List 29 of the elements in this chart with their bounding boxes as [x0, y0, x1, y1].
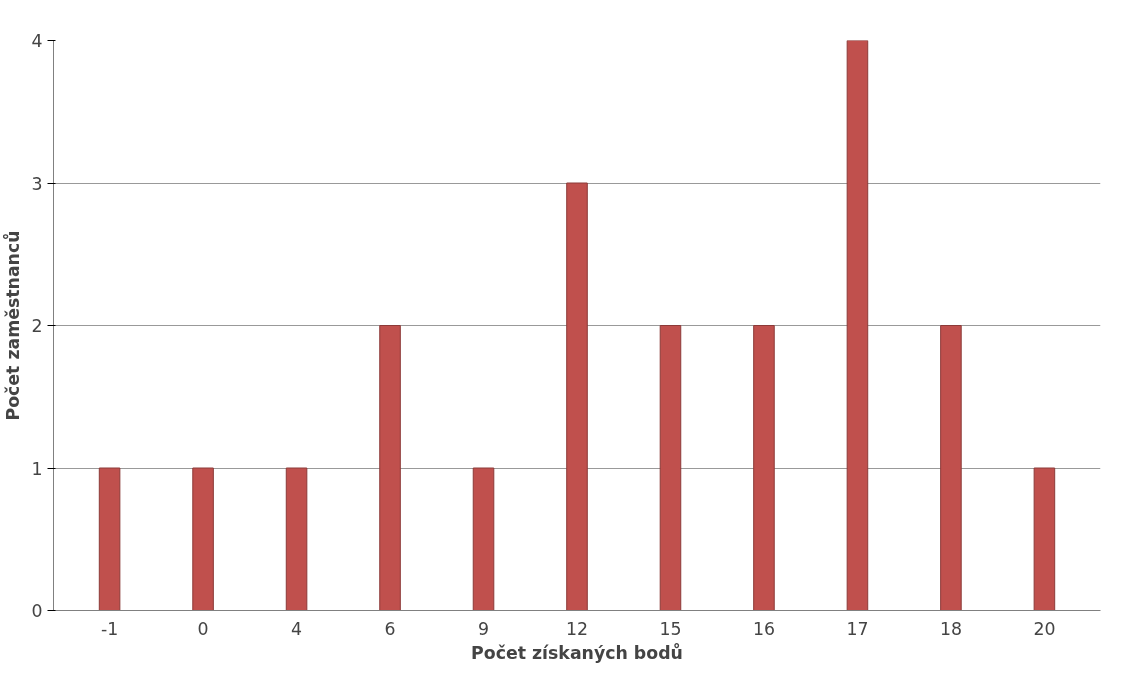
y-axis-title: Počet zaměstnanců — [2, 230, 24, 421]
bar — [1033, 467, 1056, 611]
y-tick-label: 4 — [31, 31, 43, 51]
x-tick-label: -1 — [100, 618, 119, 639]
bar — [846, 40, 869, 611]
x-tick-label: 6 — [384, 618, 396, 639]
bar — [192, 467, 214, 611]
bar — [379, 325, 401, 611]
x-tick-label: 12 — [565, 618, 589, 639]
bar — [472, 467, 495, 611]
x-tick-label: 20 — [1033, 618, 1056, 639]
y-tick-label: 3 — [31, 173, 43, 194]
bar — [753, 325, 775, 611]
bar — [940, 325, 962, 611]
bar — [98, 467, 121, 611]
x-tick-label: 17 — [846, 618, 869, 639]
x-tick-label: 16 — [752, 618, 775, 639]
y-tick-label: 2 — [31, 316, 43, 336]
x-tick-label: 15 — [659, 618, 682, 639]
bar — [566, 182, 588, 611]
x-tick-label: 4 — [291, 618, 303, 639]
x-tick-label: 18 — [939, 618, 962, 639]
x-tick-label: 0 — [197, 618, 209, 639]
x-axis-title: Počet získaných bodů — [471, 641, 683, 663]
bar — [285, 467, 308, 611]
y-tick-label: 1 — [31, 458, 43, 479]
bar — [659, 325, 682, 611]
x-tick-label: 9 — [478, 618, 490, 639]
y-tick-label: 0 — [31, 601, 43, 621]
